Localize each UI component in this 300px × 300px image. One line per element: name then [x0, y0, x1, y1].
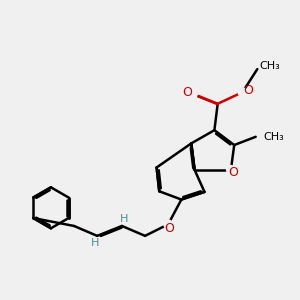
Text: H: H	[119, 214, 128, 224]
Circle shape	[226, 166, 235, 174]
Text: O: O	[229, 166, 238, 179]
Text: CH₃: CH₃	[259, 61, 280, 71]
Circle shape	[189, 90, 197, 98]
Text: H: H	[91, 238, 100, 248]
Text: O: O	[164, 222, 174, 235]
Text: O: O	[182, 86, 192, 99]
Circle shape	[238, 88, 247, 97]
Text: O: O	[244, 84, 254, 97]
Circle shape	[164, 220, 172, 229]
Text: CH₃: CH₃	[263, 132, 284, 142]
